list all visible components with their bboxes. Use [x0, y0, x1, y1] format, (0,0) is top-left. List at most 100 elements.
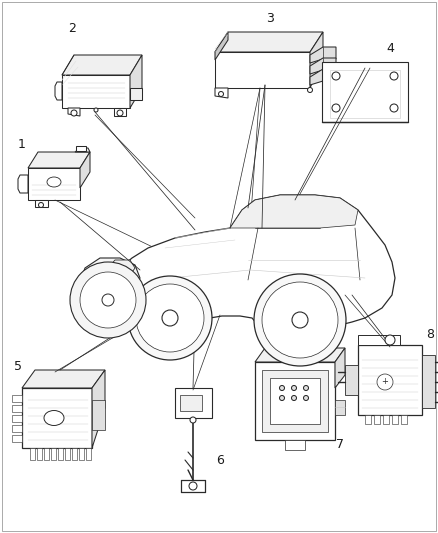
Circle shape — [219, 92, 223, 96]
Polygon shape — [114, 108, 126, 116]
Polygon shape — [255, 362, 335, 440]
Polygon shape — [215, 32, 323, 52]
Polygon shape — [365, 415, 371, 424]
Polygon shape — [322, 62, 408, 122]
Polygon shape — [108, 260, 135, 275]
Polygon shape — [215, 52, 310, 88]
Polygon shape — [12, 395, 22, 402]
Circle shape — [102, 294, 114, 306]
Circle shape — [94, 108, 98, 112]
Polygon shape — [30, 448, 35, 460]
Circle shape — [80, 272, 136, 328]
Polygon shape — [262, 370, 328, 432]
Circle shape — [279, 385, 285, 391]
Polygon shape — [12, 415, 22, 422]
Circle shape — [390, 104, 398, 112]
Polygon shape — [51, 448, 56, 460]
Polygon shape — [35, 200, 48, 207]
Polygon shape — [18, 175, 28, 193]
Circle shape — [307, 87, 312, 93]
Ellipse shape — [44, 410, 64, 425]
Circle shape — [117, 110, 123, 116]
Circle shape — [377, 374, 393, 390]
Circle shape — [262, 282, 338, 358]
Circle shape — [254, 274, 346, 366]
Polygon shape — [28, 168, 80, 200]
Polygon shape — [62, 75, 130, 108]
Polygon shape — [130, 55, 142, 108]
Circle shape — [332, 72, 340, 80]
Circle shape — [71, 110, 77, 116]
Circle shape — [128, 276, 212, 360]
Polygon shape — [310, 58, 336, 74]
Polygon shape — [285, 440, 305, 450]
Polygon shape — [79, 448, 84, 460]
Polygon shape — [12, 425, 22, 432]
Polygon shape — [86, 448, 91, 460]
Circle shape — [304, 385, 308, 391]
Polygon shape — [55, 82, 62, 100]
Polygon shape — [310, 69, 336, 85]
Circle shape — [162, 310, 178, 326]
Polygon shape — [335, 348, 345, 388]
Circle shape — [190, 417, 196, 423]
Circle shape — [332, 104, 340, 112]
Text: 5: 5 — [14, 359, 22, 373]
Polygon shape — [215, 88, 228, 98]
Circle shape — [39, 203, 43, 207]
Circle shape — [292, 395, 297, 400]
Polygon shape — [215, 32, 228, 60]
Text: +: + — [381, 377, 389, 386]
Polygon shape — [175, 388, 212, 418]
Polygon shape — [28, 152, 90, 168]
Polygon shape — [335, 400, 345, 415]
Bar — [330, 70, 400, 118]
Polygon shape — [92, 370, 105, 448]
Polygon shape — [12, 435, 22, 442]
Polygon shape — [22, 388, 92, 448]
Text: 2: 2 — [68, 21, 76, 35]
Bar — [180, 395, 202, 411]
Circle shape — [189, 482, 197, 490]
Polygon shape — [72, 448, 77, 460]
Polygon shape — [374, 415, 380, 424]
Polygon shape — [75, 148, 90, 152]
Polygon shape — [230, 195, 358, 228]
Text: 7: 7 — [336, 439, 344, 451]
Circle shape — [385, 335, 395, 345]
Polygon shape — [383, 415, 389, 424]
Polygon shape — [44, 448, 49, 460]
Polygon shape — [65, 448, 70, 460]
Text: 4: 4 — [386, 42, 394, 54]
Circle shape — [70, 262, 146, 338]
Polygon shape — [80, 152, 90, 188]
Text: 8: 8 — [426, 328, 434, 342]
Polygon shape — [392, 415, 398, 424]
Circle shape — [279, 395, 285, 400]
Polygon shape — [401, 415, 407, 424]
Polygon shape — [130, 88, 142, 100]
Polygon shape — [62, 55, 142, 75]
Polygon shape — [358, 345, 422, 415]
Polygon shape — [12, 405, 22, 412]
Polygon shape — [80, 258, 140, 305]
Polygon shape — [108, 290, 135, 310]
Ellipse shape — [47, 177, 61, 187]
Polygon shape — [22, 370, 105, 388]
Text: 1: 1 — [18, 139, 26, 151]
Polygon shape — [345, 365, 358, 395]
Polygon shape — [358, 335, 400, 345]
Circle shape — [136, 284, 204, 352]
Text: 6: 6 — [216, 454, 224, 466]
Polygon shape — [105, 195, 395, 338]
Circle shape — [304, 395, 308, 400]
Polygon shape — [68, 108, 80, 116]
Text: 3: 3 — [266, 12, 274, 25]
Circle shape — [390, 72, 398, 80]
Polygon shape — [92, 400, 105, 430]
Bar — [76, 146, 86, 151]
Polygon shape — [255, 348, 345, 362]
Circle shape — [292, 385, 297, 391]
Polygon shape — [58, 448, 63, 460]
Polygon shape — [37, 448, 42, 460]
